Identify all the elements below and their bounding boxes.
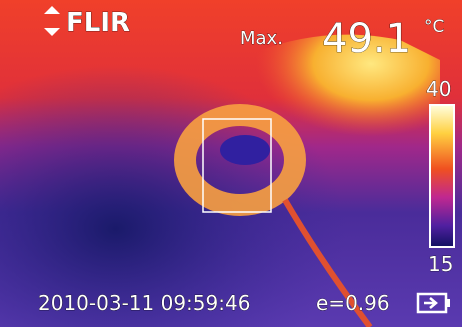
timestamp: 2010-03-11 09:59:46 (38, 291, 250, 315)
emissivity: e=0.96 (316, 291, 390, 315)
thermal-view: FLIR Max. 49.1 °C 40 15 2010-03-11 09:59… (0, 0, 462, 327)
ring-center (220, 135, 270, 165)
max-value: 49.1 (322, 16, 411, 62)
unit: °C (424, 17, 444, 37)
brand: FLIR (66, 8, 130, 38)
max-label: Max. (240, 28, 283, 49)
scale-bottom: 15 (428, 252, 453, 276)
color-scale (430, 105, 454, 247)
scale-top: 40 (426, 77, 451, 101)
page: FLIR Max. 49.1 °C 40 15 2010-03-11 09:59… (0, 0, 462, 327)
